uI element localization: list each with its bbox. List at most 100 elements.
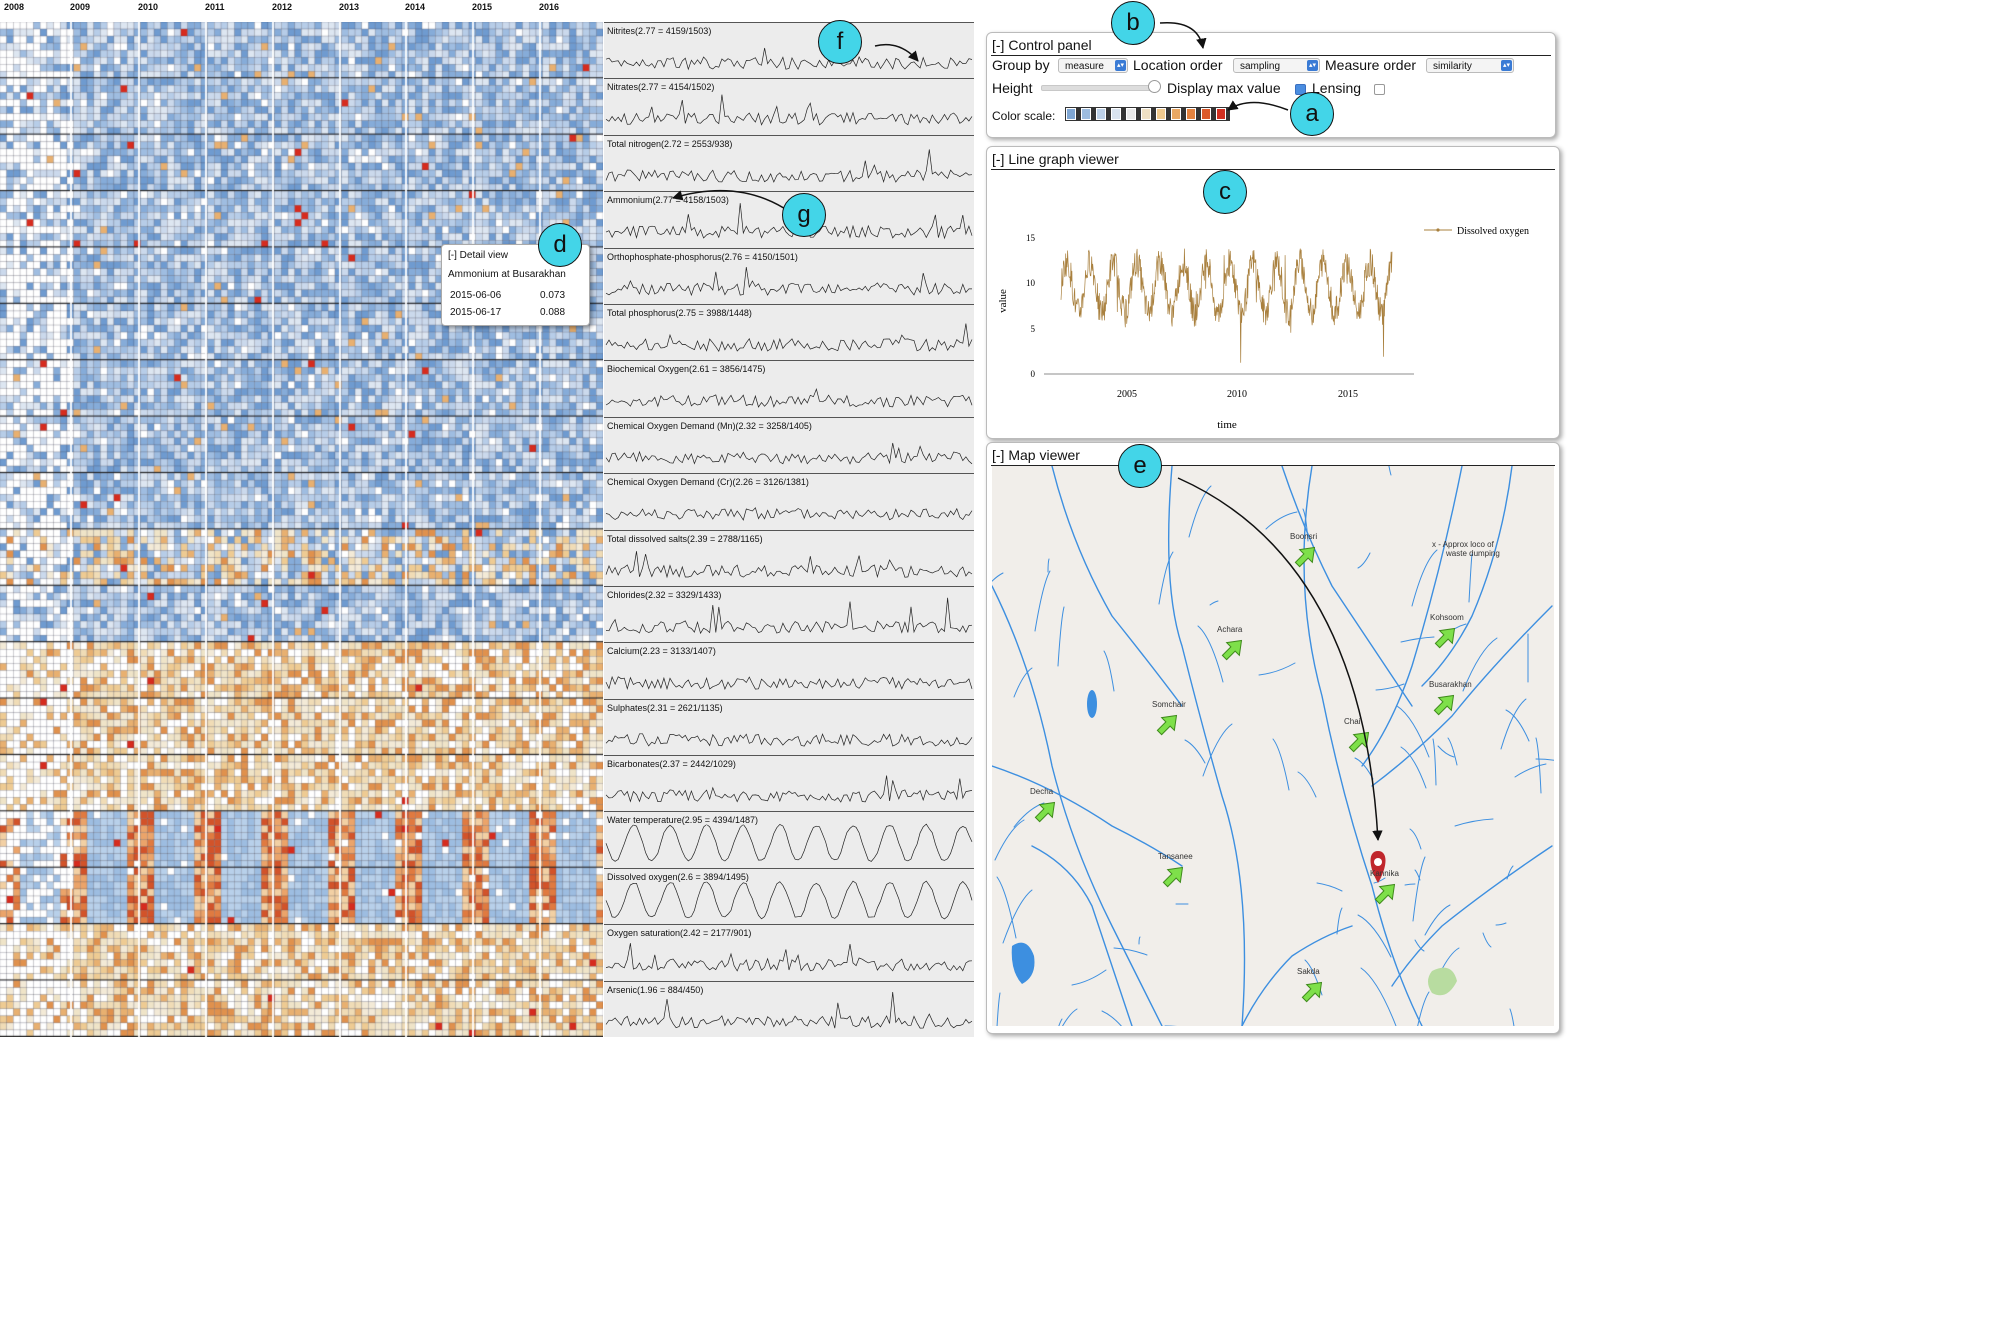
station-label[interactable]: Achara	[1217, 625, 1243, 634]
measure-heatmap[interactable]	[0, 22, 603, 1037]
divider	[991, 169, 1555, 170]
river	[1462, 637, 1498, 692]
color-swatch[interactable]	[1111, 108, 1121, 120]
river	[1258, 662, 1296, 676]
color-swatch[interactable]	[1156, 108, 1166, 120]
measure-order-select[interactable]: similarity ▴▾	[1426, 58, 1514, 73]
station-label[interactable]: Somchair	[1152, 700, 1186, 709]
sparkline-chart	[605, 323, 973, 352]
sparkline-row[interactable]: Chemical Oxygen Demand (Mn)(2.32 = 3258/…	[604, 416, 974, 474]
measure-label: Nitrates(2.77 = 4154/1502)	[607, 82, 715, 93]
river	[996, 992, 1001, 1026]
height-slider-thumb[interactable]	[1148, 80, 1161, 93]
color-swatch[interactable]	[1216, 108, 1226, 120]
sparkline-row[interactable]: Orthophosphate-phosphorus(2.76 = 4150/15…	[604, 247, 974, 305]
sparkline-row[interactable]: Chemical Oxygen Demand (Cr)(2.26 = 3126/…	[604, 473, 974, 530]
sparkline-row[interactable]: Bicarbonates(2.37 = 2442/1029)	[604, 755, 974, 812]
sparkline-row[interactable]: Calcium(2.23 = 3133/1407)	[604, 642, 974, 699]
color-scale-picker[interactable]	[1065, 107, 1230, 121]
measure-label: Total nitrogen(2.72 = 2553/938)	[607, 138, 733, 149]
sparkline-row[interactable]: Total phosphorus(2.75 = 3988/1448)	[604, 303, 974, 361]
sparkline-row[interactable]: Nitrites(2.77 = 4159/1503)	[604, 22, 974, 79]
group-by-value: measure	[1065, 61, 1104, 72]
color-swatch[interactable]	[1081, 108, 1091, 120]
measure-label: Arsenic(1.96 = 884/450)	[607, 984, 704, 995]
river	[1101, 1010, 1122, 1026]
year-label: 2014	[405, 2, 426, 12]
river	[1417, 991, 1430, 1026]
map-canvas[interactable]: x - Approx loco of waste dumping Boonsri…	[992, 466, 1554, 1026]
detail-date: 2015-06-06	[450, 290, 502, 301]
lensing-label: Lensing	[1312, 80, 1362, 96]
river	[1360, 967, 1397, 1026]
detail-row: 2015-06-17 0.088	[450, 307, 580, 318]
station-label[interactable]: Tansanee	[1158, 852, 1193, 861]
river	[1509, 1008, 1515, 1026]
station-label[interactable]: Decha	[1030, 787, 1054, 796]
color-swatch[interactable]	[1186, 108, 1196, 120]
measure-label: Nitrites(2.77 = 4159/1503)	[607, 26, 712, 36]
sparkline-row[interactable]: Dissolved oxygen(2.6 = 3894/1495)	[604, 867, 974, 925]
station-arrow-icon	[1374, 883, 1396, 905]
detail-title[interactable]: [-] Detail view	[448, 250, 509, 261]
river	[1391, 845, 1553, 987]
river	[1031, 845, 1133, 1026]
sparkline-row[interactable]: Water temperature(2.95 = 4394/1487)	[604, 811, 974, 868]
color-swatch[interactable]	[1201, 108, 1211, 120]
callout-e: e	[1118, 444, 1162, 488]
sparkline-row[interactable]: Total dissolved salts(2.39 = 2788/1165)	[604, 529, 974, 587]
river	[1202, 723, 1233, 777]
location-order-label: Location order	[1133, 57, 1223, 73]
river	[1396, 705, 1430, 758]
river	[1265, 511, 1298, 530]
height-slider[interactable]	[1041, 85, 1159, 91]
river	[1103, 650, 1115, 692]
river	[1506, 865, 1514, 880]
color-swatch[interactable]	[1066, 108, 1076, 120]
river	[1197, 625, 1224, 683]
map-pin-icon	[1370, 851, 1386, 883]
line-graph-viewer: [-] Line graph viewer 0 5 10 15 2005 201…	[986, 146, 1560, 439]
station-label[interactable]: Busarakhan	[1429, 680, 1472, 689]
measure-label: Orthophosphate-phosphorus(2.76 = 4150/15…	[607, 251, 798, 262]
river	[1357, 914, 1392, 958]
color-swatch[interactable]	[1141, 108, 1151, 120]
station-label[interactable]: Boonsri	[1290, 532, 1318, 541]
river	[1535, 737, 1542, 794]
river	[1071, 969, 1107, 986]
control-panel-title[interactable]: [-] Control panel	[992, 37, 1092, 53]
station-label[interactable]: Kannika	[1370, 869, 1399, 878]
group-by-select[interactable]: measure ▴▾	[1058, 58, 1128, 73]
x-tick-label: 2015	[1338, 389, 1358, 400]
location-order-select[interactable]: sampling ▴▾	[1233, 58, 1320, 73]
station-label[interactable]: Kohsoom	[1430, 613, 1464, 622]
sparkline-row[interactable]: Total nitrogen(2.72 = 2553/938)	[604, 134, 974, 192]
sparkline-chart	[605, 388, 973, 409]
station-label[interactable]: Chai	[1344, 717, 1361, 726]
detail-date: 2015-06-17	[450, 307, 502, 318]
line-graph-chart[interactable]: 0 5 10 15 2005 2010 2015 value time Diss…	[987, 147, 1559, 438]
x-axis-label: time	[1217, 419, 1237, 431]
heatmap-canvas[interactable]	[0, 22, 603, 1037]
map-viewer-title[interactable]: [-] Map viewer	[992, 447, 1080, 463]
measure-label: Sulphates(2.31 = 2621/1135)	[607, 702, 723, 713]
sparkline-row[interactable]: Arsenic(1.96 = 884/450)	[604, 980, 974, 1038]
color-swatch[interactable]	[1126, 108, 1136, 120]
sparkline-row[interactable]: Oxygen saturation(2.42 = 2177/901)	[604, 924, 974, 981]
line-graph-title[interactable]: [-] Line graph viewer	[992, 151, 1119, 167]
color-swatch[interactable]	[1171, 108, 1181, 120]
sparkline-row[interactable]: Sulphates(2.31 = 2621/1135)	[604, 698, 974, 756]
chevron-down-icon: ▴▾	[1115, 60, 1126, 71]
sparkline-row[interactable]: Nitrates(2.77 = 4154/1502)	[604, 78, 974, 135]
river	[1138, 936, 1141, 945]
station-arrow-icon	[1434, 627, 1456, 649]
sparkline-chart	[605, 94, 973, 127]
color-swatch[interactable]	[1096, 108, 1106, 120]
sparkline-chart	[605, 880, 973, 920]
measure-label: Total phosphorus(2.75 = 3988/1448)	[607, 307, 752, 318]
sparkline-row[interactable]: Chlorides(2.32 = 3329/1433)	[604, 585, 974, 643]
lensing-checkbox[interactable]	[1374, 84, 1385, 95]
station-label[interactable]: Sakda	[1297, 967, 1320, 976]
sparkline-row[interactable]: Biochemical Oxygen(2.61 = 3856/1475)	[604, 360, 974, 417]
sparkline-path	[605, 597, 973, 634]
